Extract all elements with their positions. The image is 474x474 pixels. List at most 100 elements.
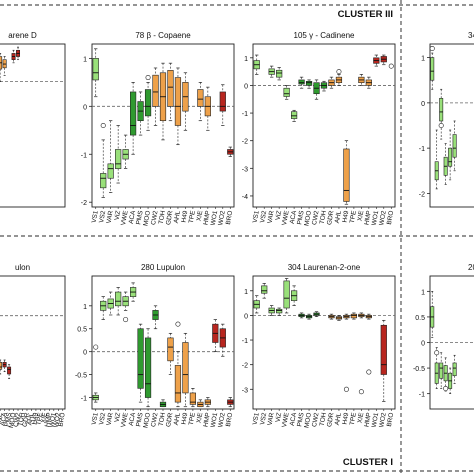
x-tick-label: TPE: [349, 411, 358, 425]
box: [197, 82, 204, 122]
x-tick-label: XIE: [357, 411, 366, 423]
x-tick-label: VS1: [91, 412, 100, 426]
box: [0, 359, 3, 375]
x-tick-label: PMS: [4, 411, 13, 427]
box-body: [167, 337, 174, 362]
box-body: [130, 91, 137, 136]
y-tick-label: -1: [242, 338, 248, 345]
box: [115, 287, 122, 316]
x-tick-label: MOO: [8, 412, 18, 429]
box-body: [452, 134, 457, 158]
x-tick-label: CW2: [311, 412, 320, 428]
box: [115, 125, 122, 184]
box-body: [439, 362, 444, 379]
box: [137, 91, 144, 136]
box: [328, 313, 335, 320]
box-body: [115, 291, 122, 307]
box-body: [182, 342, 189, 394]
box: [7, 364, 12, 380]
x-tick-label: CW2: [13, 412, 22, 428]
box: [174, 67, 182, 146]
box: [107, 291, 114, 316]
box: [430, 290, 435, 338]
box: [443, 143, 448, 185]
box-body: [298, 79, 305, 85]
box: [305, 313, 313, 320]
x-tick-label: WO1: [48, 412, 58, 428]
outlier-point: [343, 386, 349, 392]
box: [298, 76, 305, 89]
box: [439, 352, 444, 389]
x-tick-label: GDR: [326, 412, 335, 428]
y-tick-label: 0: [244, 83, 248, 90]
box-body: [7, 366, 12, 375]
outlier-point: [438, 123, 444, 129]
chart-panel: arene D: [0, 31, 66, 208]
x-tick-label: AHL: [26, 412, 35, 426]
box: [380, 319, 387, 402]
box: [189, 388, 196, 408]
outlier-point: [93, 344, 99, 350]
box: [227, 146, 234, 158]
y-tick-label: 0: [83, 350, 87, 357]
box: [130, 82, 137, 155]
box-body: [305, 80, 313, 86]
y-tick-label: -0.5: [413, 366, 425, 373]
x-tick-label: GDR: [165, 210, 174, 226]
x-tick-label: HMP: [202, 412, 211, 427]
box: [365, 313, 372, 320]
chart-title: ulon: [15, 263, 30, 272]
y-tick-label: -3: [242, 166, 248, 173]
x-tick-label: H49: [341, 412, 350, 425]
x-tick-label: TPE: [188, 411, 197, 425]
x-tick-label: VAR: [106, 412, 115, 426]
x-tick-label: H49: [180, 412, 189, 425]
box: [152, 305, 159, 330]
box: [343, 140, 350, 205]
box: [343, 313, 350, 320]
y-tick-label: -1: [81, 152, 87, 159]
box: [182, 332, 189, 408]
x-tick-label: ViZ: [114, 210, 123, 221]
chart-title: 34: [468, 31, 474, 40]
x-tick-label: TOH: [319, 412, 328, 427]
x-tick-label: TPE: [188, 209, 197, 223]
box: [197, 399, 204, 408]
box: [159, 62, 167, 141]
x-tick-label: BRO: [386, 412, 395, 427]
y-tick-label: -1: [419, 146, 425, 153]
chart-panel: 304 Laurenan-2-one 1 0 -1 -2 -3 VS1VS2VARViZVW…: [242, 263, 396, 429]
box: [305, 79, 313, 89]
y-tick-label: 0: [421, 341, 425, 348]
box: [291, 109, 298, 122]
box: [11, 49, 16, 64]
x-tick-label: TPE: [349, 209, 358, 223]
box: [144, 82, 152, 131]
box-body: [291, 111, 298, 119]
x-tick-label: BRO: [57, 412, 66, 427]
x-tick-label: PMS: [296, 209, 305, 225]
box: [373, 54, 380, 67]
box-body: [219, 91, 226, 112]
box: [92, 48, 99, 98]
x-tick-label: ViZ: [114, 412, 123, 423]
y-tick-label: -2: [81, 200, 87, 207]
box: [204, 397, 211, 408]
box: [122, 134, 129, 169]
x-tick-label: WO2: [378, 412, 388, 428]
y-tick-label: 0.5: [415, 315, 425, 322]
chart-title: 20: [468, 263, 474, 272]
chart-panel: ulonVS1VS2VARViZVWEACAPMSMOOCW2TOHGDRAHL…: [0, 263, 67, 429]
box: [92, 392, 99, 403]
chart-title: 105 γ - Cadinene: [294, 31, 355, 40]
y-tick-label: -1: [419, 392, 425, 399]
x-tick-label: H49: [341, 210, 350, 223]
box: [434, 129, 439, 190]
x-tick-label: AHL: [334, 210, 343, 224]
x-tick-label: MOO: [303, 412, 313, 429]
box: [291, 285, 298, 306]
box: [204, 86, 211, 131]
box: [430, 52, 435, 90]
